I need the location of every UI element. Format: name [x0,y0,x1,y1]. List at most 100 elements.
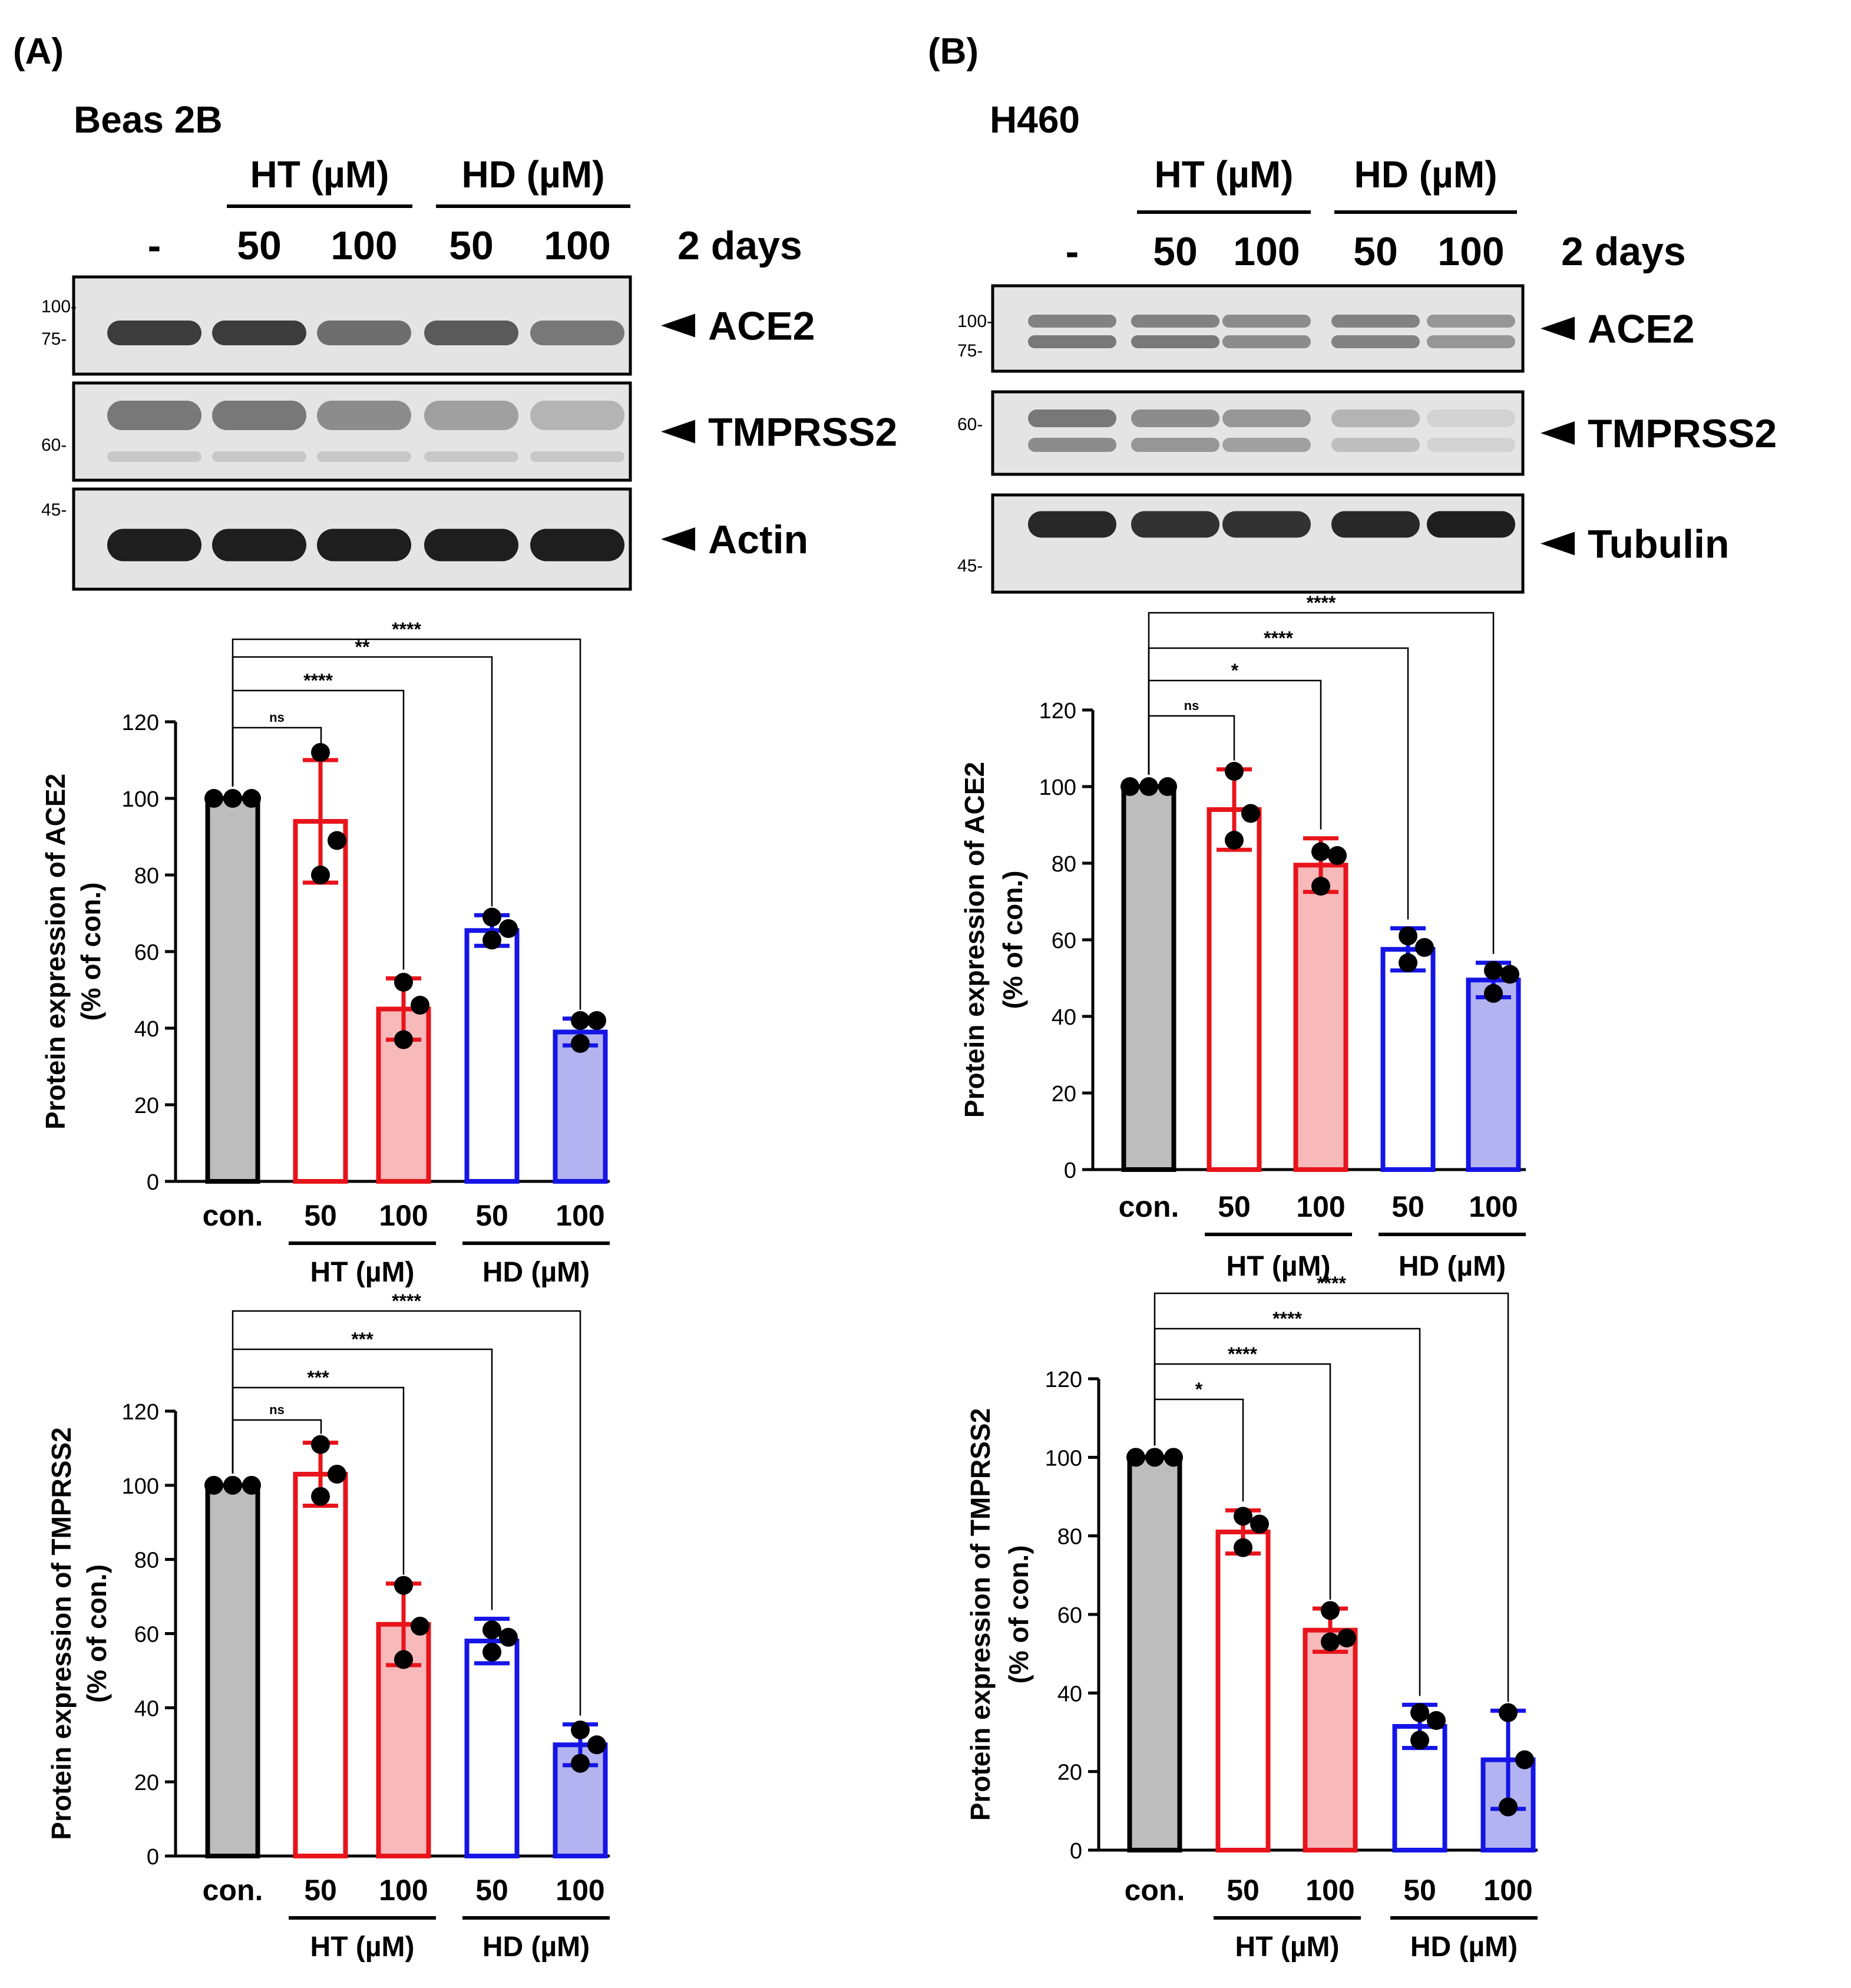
x-group-label: HD (µM) [1399,1251,1506,1282]
x-tick-label: 50 [1391,1190,1424,1223]
y-axis-subtitle: (% of con.) [81,1564,112,1703]
blot-band [1028,511,1116,538]
data-point [1241,804,1260,823]
panel-label: (B) [928,31,979,72]
x-tick-label: 50 [1403,1874,1436,1907]
data-point [1321,1632,1340,1652]
data-point [571,1011,590,1030]
significance-label: **** [1307,592,1336,613]
data-point [1321,1601,1340,1620]
significance-label: *** [351,1329,373,1350]
x-tick-label: con. [1119,1190,1179,1223]
blot-band [1131,335,1219,348]
blot-band [1427,511,1515,538]
x-tick-label: 100 [379,1199,428,1232]
x-tick-label: con. [203,1199,263,1232]
data-point [1145,1448,1164,1467]
blot-band [1028,335,1116,348]
blot-band [1427,315,1515,328]
data-point [1158,777,1177,796]
bar [1303,1627,1358,1853]
y-axis-subtitle: (% of con.) [997,870,1028,1009]
data-point [411,1616,429,1636]
data-point [394,1650,413,1669]
duration-label: 2 days [677,223,802,268]
lane-label: 50 [1353,229,1398,274]
data-point [1311,877,1330,896]
blot-band [1222,315,1311,328]
significance-label: * [1231,660,1239,681]
blot-band [107,529,201,562]
data-point [328,1464,346,1484]
cell-line-label: Beas 2B [74,98,223,141]
data-point [1328,846,1347,865]
data-point [1234,1507,1252,1526]
significance-bracket [1148,612,1495,954]
data-point [1410,1703,1429,1722]
data-point [311,743,330,762]
protein-name-label: TMPRSS2 [708,410,897,455]
data-point [1427,1711,1446,1730]
y-tick-label: 20 [134,1771,159,1795]
x-group-label: HT (µM) [310,1257,415,1288]
blot-band [1222,410,1311,427]
lane-label: - [1066,229,1079,274]
blot-band [1331,315,1420,328]
y-tick-label: 40 [134,1017,159,1042]
blot-band [1028,315,1116,328]
cell-line-label: H460 [990,98,1080,141]
y-axis-subtitle: (% of con.) [75,882,106,1021]
significance-label: **** [392,619,421,640]
y-tick-label: 100 [122,787,159,812]
data-point [499,1627,518,1647]
blot-band [1222,335,1311,348]
blot-band [317,401,411,430]
x-tick-label: 50 [475,1199,508,1232]
blot-band [424,321,518,345]
blot-band [1427,410,1515,427]
data-point [1337,1629,1356,1647]
molecular-weight-marker: 45- [957,556,983,576]
y-tick-label: 80 [134,1548,159,1573]
x-tick-label: 50 [1227,1874,1260,1907]
blot-band [424,451,518,462]
significance-label: **** [392,1290,421,1312]
bar [553,1029,608,1184]
blot-band [530,401,624,430]
protein-name-label: ACE2 [708,304,815,349]
data-point [1399,926,1417,946]
y-tick-label: 120 [1045,1368,1082,1392]
protein-name-label: Actin [708,517,808,562]
data-point [411,996,429,1015]
blot-band [212,529,306,562]
blot-band [530,321,624,345]
y-tick-label: 60 [1057,1603,1082,1628]
blot-band [212,401,306,430]
blot-group-label: HD (µM) [461,153,604,196]
blot-band [1331,511,1420,538]
significance-label: **** [303,670,333,691]
y-tick-label: 0 [147,1845,159,1870]
blot-band [1427,438,1515,452]
significance-label: * [1195,1379,1203,1400]
y-tick-label: 0 [147,1170,159,1195]
significance-label: ns [269,1402,285,1417]
blot-band [1028,438,1116,452]
data-point [1225,831,1244,850]
duration-label: 2 days [1561,229,1686,274]
data-point [1120,777,1139,796]
blot-panel-a: (A)Beas 2B HT (µM) HD (µM) - 50 100 50 100 2 day… [13,31,897,591]
lane-label: - [148,223,161,268]
significance-label: *** [307,1367,329,1388]
molecular-weight-marker: 45- [41,500,67,520]
y-tick-label: 120 [122,1400,159,1425]
x-tick-label: 100 [379,1874,428,1907]
x-tick-label: 50 [304,1199,337,1232]
y-axis-title: Protein expression of TMPRSS2 [965,1408,996,1821]
data-point [482,1620,501,1640]
blot-band [1131,511,1219,538]
blot-band [1331,438,1420,452]
blot-panel-b: (B) H460 HT (µM) HD (µM) - 50 100 50 100 2 days 10… [928,31,1777,594]
blot-band [317,451,411,462]
significance-bracket [1153,1292,1509,1702]
